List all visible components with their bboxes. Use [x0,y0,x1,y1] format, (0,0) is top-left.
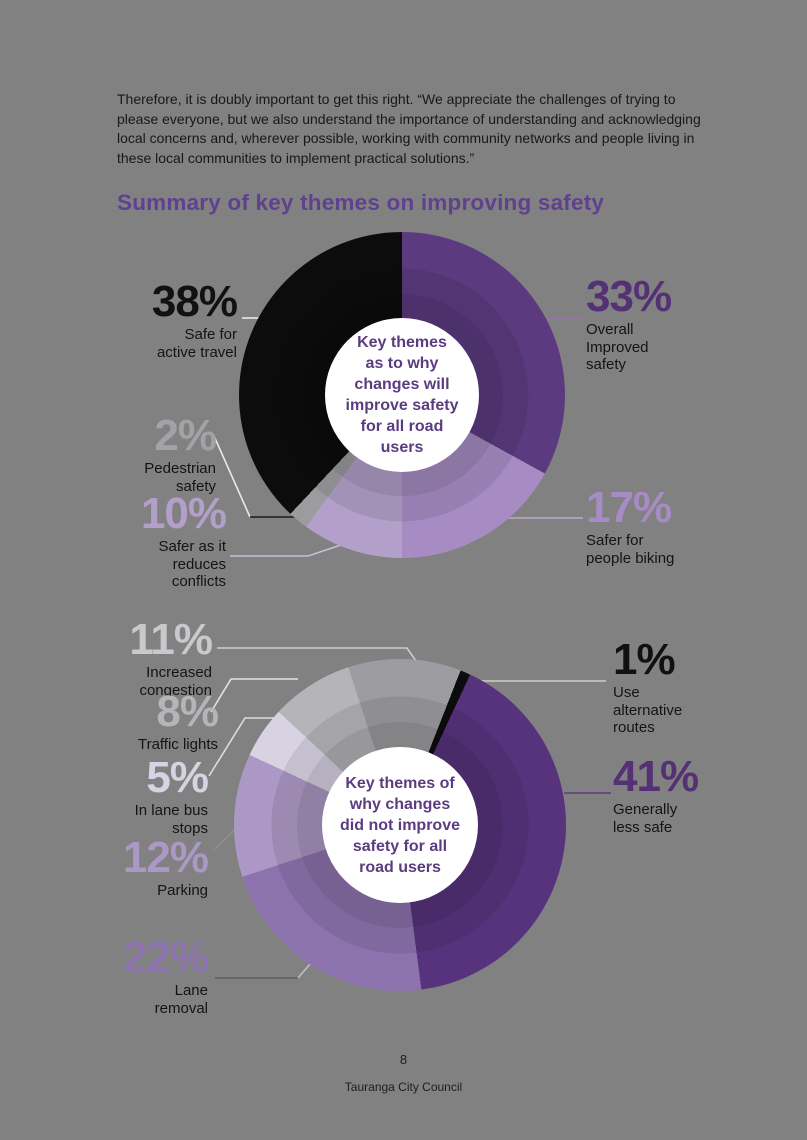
callout-lane-removal: 22% Lane removal [28,933,209,1017]
callout-text: Overall Improved safety [586,321,649,373]
callout-percent: 17% [586,483,672,532]
callout-percent: 12% [122,833,209,882]
callout-text: Parking [157,882,208,899]
callout-text: Lane removal [154,982,208,1017]
callout-text: Use alternative routes [613,684,683,736]
page-number: 8 [399,1052,408,1067]
donut-center-label: Key themes as to why changes will improv… [345,334,459,456]
footer-organisation: Tauranga City Council [344,1080,463,1094]
callout-safe-active-travel: 38% Safe for active travel [37,277,238,361]
callout-percent: 1% [613,635,676,684]
donut-chart-improve-safety: Key themes as to why changes will improv… [239,232,565,558]
callout-text: Generally less safe [613,801,678,836]
donut-center: Key themes of why changes did not improv… [322,747,478,903]
callout-parking: 12% Parking [28,833,209,900]
callout-overall-improved-safety: 33% Overall Improved safety [586,272,746,374]
donut-center: Key themes as to why changes will improv… [325,318,479,472]
section-heading: Summary of key themes on improving safet… [117,190,605,215]
callout-use-alternative-routes: 1% Use alternative routes [613,635,763,737]
callout-percent: 11% [129,615,213,664]
donut-chart-did-not-improve-safety: Key themes of why changes did not improv… [234,659,566,991]
callout-percent: 5% [146,753,209,802]
donut-center-label: Key themes of why changes did not improv… [340,774,460,876]
callout-text: Increased congestion [139,664,212,699]
callout-pedestrian-safety: 2% Pedestrian safety [36,411,217,495]
callout-text: Safe for active travel [156,326,237,361]
callout-text: In lane bus stops [134,802,208,837]
callout-text: Safer as it reduces conflicts [158,538,226,590]
callout-traffic-lights: 8% Traffic lights [38,687,219,754]
callout-text: Traffic lights [137,736,218,753]
callout-percent: 33% [586,272,672,321]
callout-in-lane-bus-stops: 5% In lane bus stops [28,753,209,837]
callout-percent: 10% [140,489,227,538]
callout-percent: 38% [151,277,238,326]
callout-text: Safer for people biking [586,532,675,567]
callout-generally-less-safe: 41% Generally less safe [613,752,773,836]
callout-percent: 22% [122,933,209,982]
callout-percent: 41% [613,752,699,801]
callout-text: Pedestrian safety [144,460,216,495]
callout-reduces-conflicts: 10% Safer as it reduces conflicts [46,489,227,591]
callout-increased-congestion: 11% Increased congestion [32,615,213,699]
callout-safer-people-biking: 17% Safer for people biking [586,483,756,567]
callout-percent: 8% [156,687,219,736]
intro-paragraph: Therefore, it is doubly important to get… [117,91,701,166]
callout-percent: 2% [154,411,217,460]
